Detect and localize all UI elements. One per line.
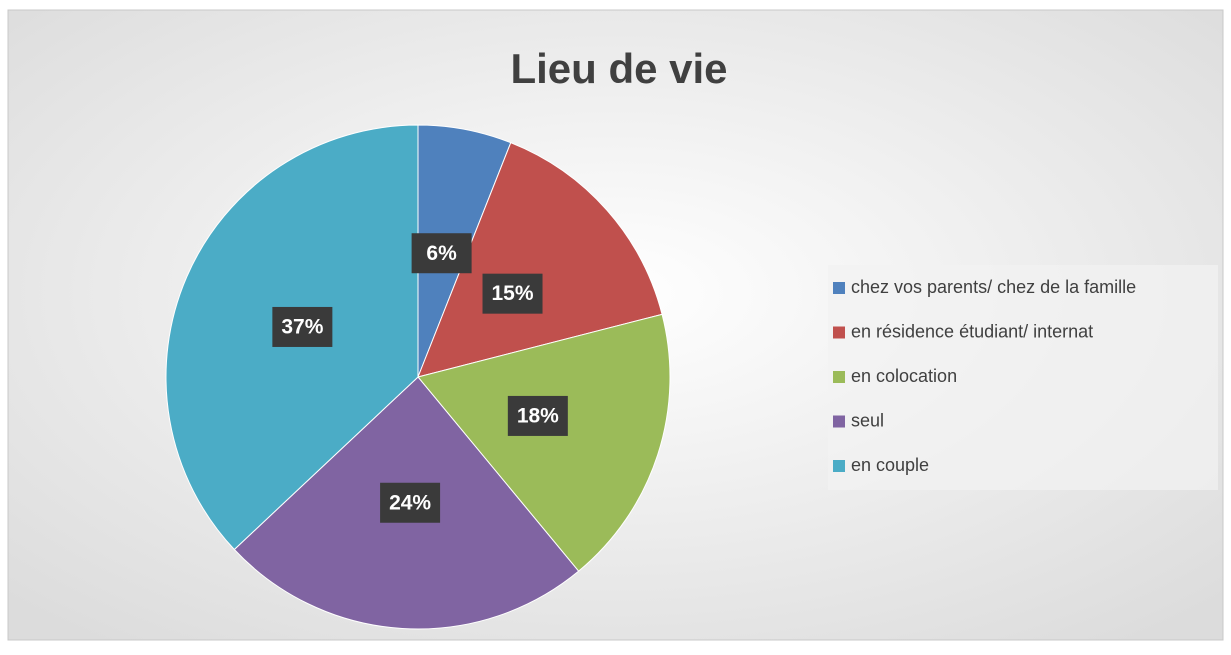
legend-box bbox=[828, 265, 1218, 490]
pie-slice bbox=[417, 313, 671, 572]
legend-label: en couple bbox=[851, 455, 929, 475]
legend-label: en résidence étudiant/ internat bbox=[851, 321, 1093, 341]
legend-label: chez vos parents/ chez de la famille bbox=[851, 277, 1136, 297]
chart-title: Lieu de vie bbox=[510, 45, 727, 92]
data-label: 37% bbox=[281, 316, 323, 339]
data-label-box bbox=[411, 233, 472, 274]
legend-label: en colocation bbox=[851, 366, 957, 386]
data-label-box bbox=[507, 395, 568, 436]
data-label: 18% bbox=[517, 404, 559, 427]
data-label: 15% bbox=[491, 282, 533, 305]
legend-swatch bbox=[833, 460, 845, 472]
data-label: 6% bbox=[426, 242, 457, 265]
pie-slice bbox=[417, 142, 663, 378]
legend-label: seul bbox=[851, 410, 884, 430]
legend-swatch bbox=[833, 415, 845, 428]
data-label-box bbox=[482, 273, 543, 314]
data-label-box bbox=[380, 482, 441, 523]
legend-swatch bbox=[833, 282, 845, 294]
data-label: 24% bbox=[389, 491, 431, 514]
data-label-box bbox=[272, 306, 333, 347]
legend-swatch bbox=[833, 371, 845, 383]
legend-swatch bbox=[833, 326, 845, 339]
